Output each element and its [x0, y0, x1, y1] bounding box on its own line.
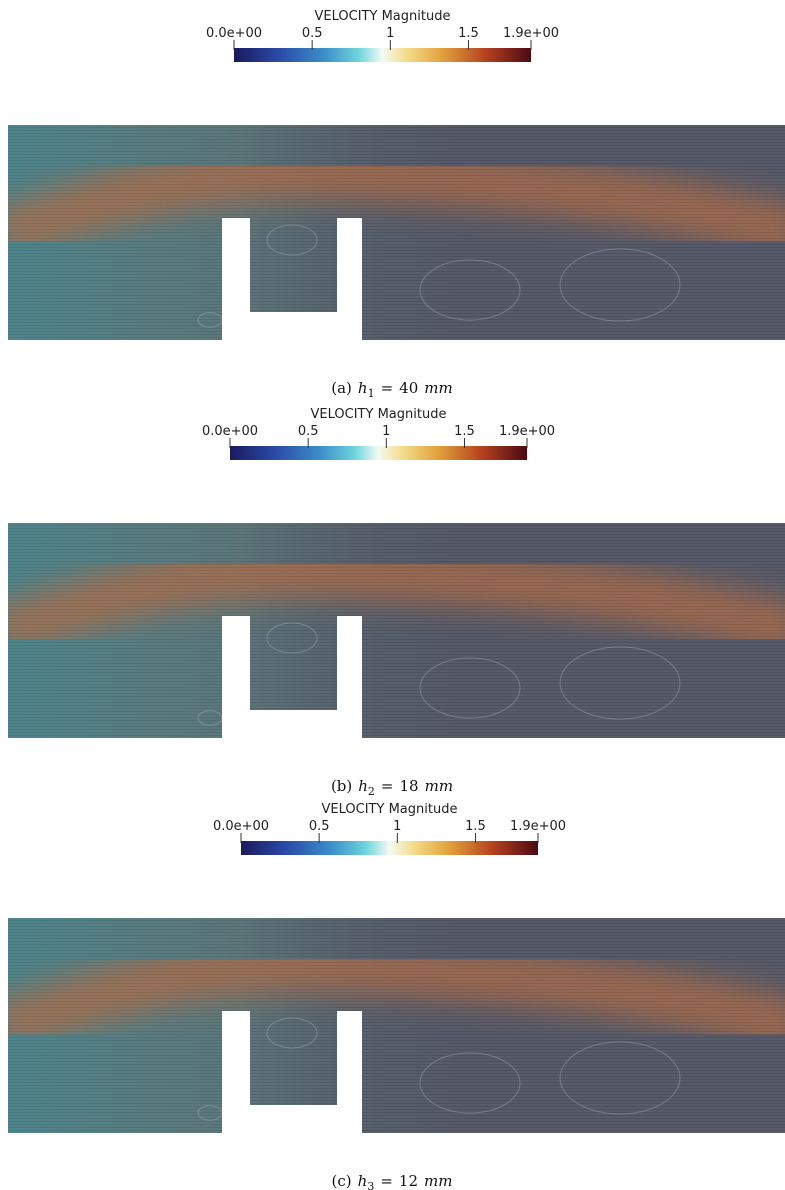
colorbar-tick-label: 1	[382, 424, 390, 439]
fin	[222, 1011, 250, 1133]
caption-relation: =	[381, 777, 394, 795]
colorbar-tick-label: 0.0e+00	[206, 26, 262, 41]
colorbar-tick-label: 0.0e+00	[202, 424, 258, 439]
caption-tag: (a)	[331, 379, 352, 397]
caption-relation: =	[381, 379, 394, 397]
caption: (a) h1 = 40 mm	[331, 379, 452, 400]
colorbar-tick-label: 0.5	[298, 424, 319, 439]
panel: VELOCITY Magnitude 0.0e+00 0.5 1 1.5 1.9e+00 (…	[8, 407, 785, 798]
caption-tag: (c)	[332, 1172, 352, 1190]
flow-field	[8, 918, 785, 1133]
flow-field	[8, 523, 785, 738]
cavity-floor	[250, 312, 337, 340]
colorbar-tick-label: 1.5	[465, 819, 486, 834]
caption-tag: (b)	[331, 777, 352, 795]
caption-symbol: h	[358, 777, 368, 795]
colorbar-tick-label: 1	[386, 26, 394, 41]
caption-unit: mm	[425, 777, 453, 795]
caption: (c) h3 = 12 mm	[332, 1172, 453, 1190]
colorbar	[241, 841, 538, 855]
caption-symbol: h	[358, 379, 368, 397]
caption-subscript: 3	[367, 1180, 374, 1190]
panel: VELOCITY Magnitude 0.0e+00 0.5 1 1.5 1.9e+00 (…	[8, 9, 785, 400]
colorbar-tick-label: 1.9e+00	[510, 819, 566, 834]
colorbar	[234, 48, 531, 62]
colorbar-tick-label: 0.5	[309, 819, 330, 834]
fin	[222, 616, 250, 738]
caption-relation: =	[380, 1172, 393, 1190]
caption-unit: mm	[424, 379, 452, 397]
fin	[337, 616, 362, 738]
colorbar-tick-label: 1	[393, 819, 401, 834]
fin	[337, 1011, 362, 1133]
streamlines	[8, 918, 785, 1133]
colorbar-title: VELOCITY Magnitude	[322, 802, 458, 817]
caption-unit: mm	[424, 1172, 452, 1190]
streamlines	[8, 523, 785, 738]
colorbar-tick-label: 0.0e+00	[213, 819, 269, 834]
fin	[222, 218, 250, 340]
caption-symbol: h	[358, 1172, 368, 1190]
caption-value: 40	[399, 379, 418, 397]
cavity-floor	[250, 1105, 337, 1133]
caption: (b) h2 = 18 mm	[331, 777, 453, 798]
fin	[337, 218, 362, 340]
colorbar-tick-label: 0.5	[302, 26, 323, 41]
flow-field	[8, 125, 785, 340]
caption-subscript: 1	[368, 387, 375, 400]
colorbar-title: VELOCITY Magnitude	[315, 9, 451, 24]
colorbar-title: VELOCITY Magnitude	[311, 407, 447, 422]
cavity-floor	[250, 710, 337, 738]
caption-value: 18	[400, 777, 419, 795]
colorbar-tick-label: 1.9e+00	[503, 26, 559, 41]
colorbar	[230, 446, 527, 460]
colorbar-tick-label: 1.9e+00	[499, 424, 555, 439]
colorbar-tick-label: 1.5	[454, 424, 475, 439]
caption-subscript: 2	[368, 785, 375, 798]
panel: VELOCITY Magnitude 0.0e+00 0.5 1 1.5 1.9e+00 (…	[8, 802, 785, 1190]
caption-value: 12	[399, 1172, 418, 1190]
streamlines	[8, 125, 785, 340]
colorbar-tick-label: 1.5	[458, 26, 479, 41]
